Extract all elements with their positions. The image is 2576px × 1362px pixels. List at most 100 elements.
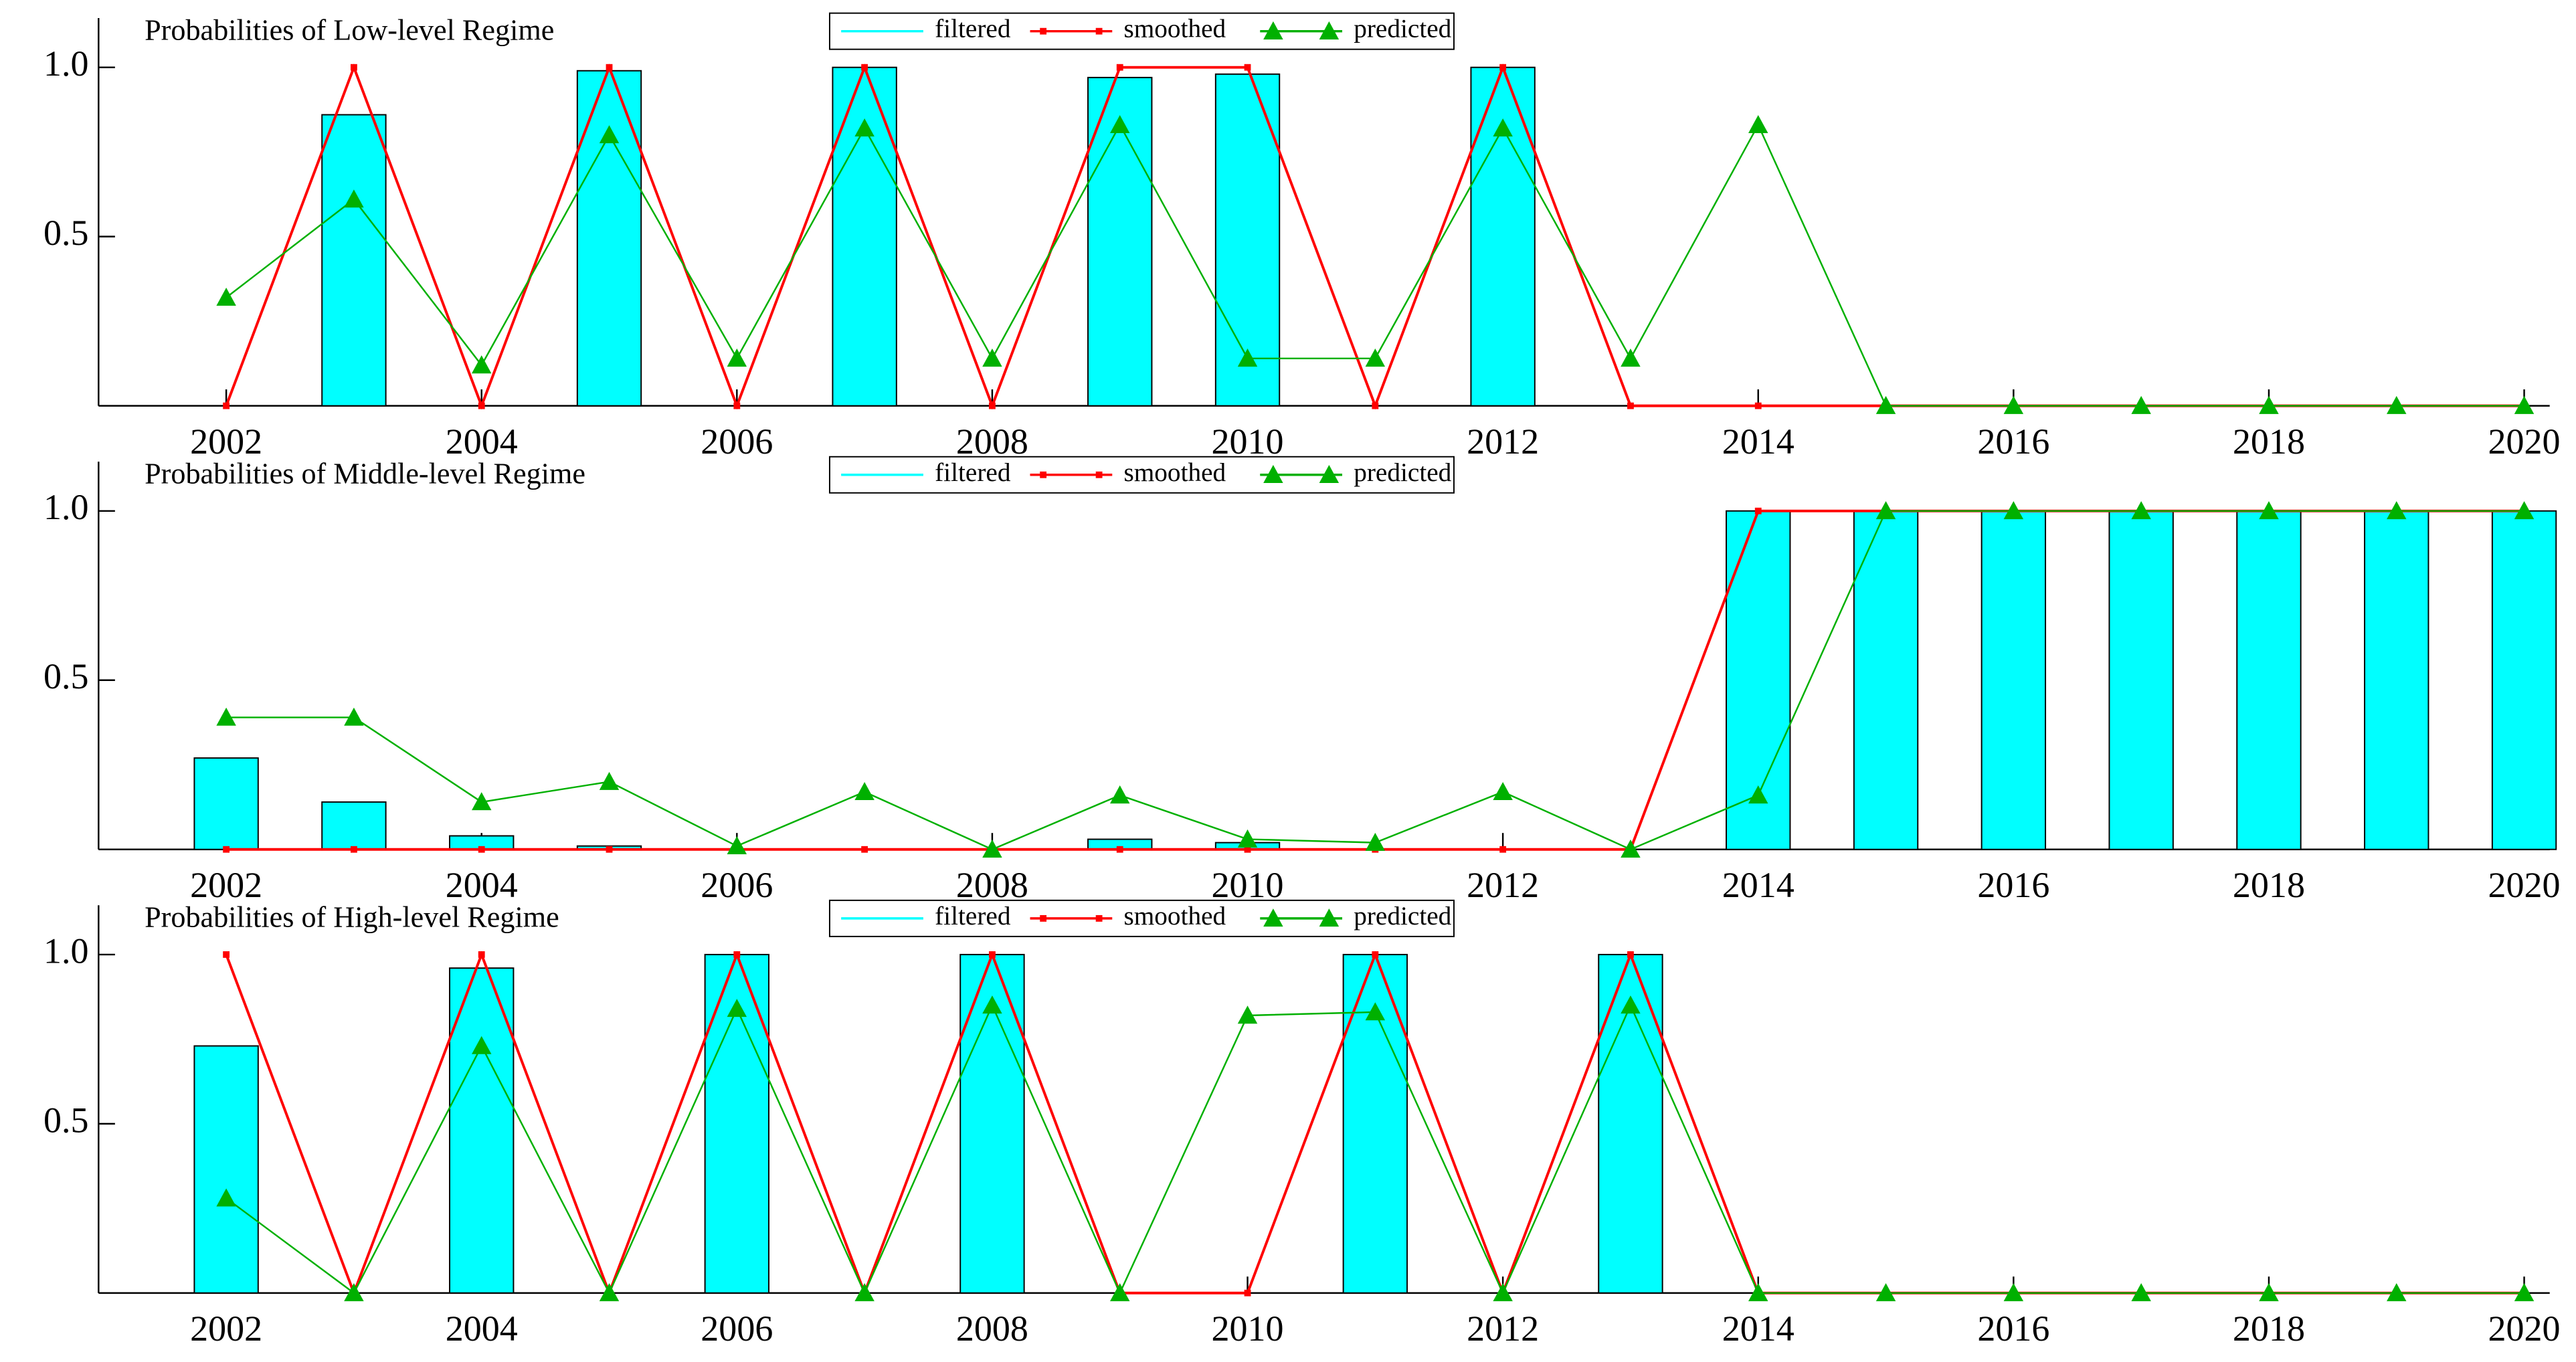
marker [1748,114,1768,133]
bar [2236,510,2302,850]
x-tick-label: 2004 [446,865,518,905]
marker [1621,840,1641,858]
x-tick-label: 2008 [956,865,1028,905]
x-tick-label: 2008 [956,1308,1028,1349]
marker [1365,832,1386,851]
x-tick-label: 2012 [1467,865,1539,905]
marker [1499,64,1507,71]
x-tick-label: 2016 [1977,865,2049,905]
marker [1365,349,1386,367]
marker [727,349,747,367]
chart-title: Probabilities of Middle-level Regime [145,457,585,490]
marker [223,846,230,853]
marker [1110,114,1130,133]
marker [1627,402,1634,409]
marker [733,402,741,409]
x-tick-label: 2018 [2233,1308,2305,1349]
marker [216,287,236,306]
bar [193,1045,259,1294]
x-tick-label: 2006 [701,865,773,905]
marker [216,1188,236,1207]
marker [216,707,236,726]
marker [1244,64,1251,71]
marker [1499,846,1507,853]
marker [223,402,230,409]
x-tick-label: 2008 [956,421,1028,462]
marker [344,1283,364,1302]
marker [478,402,485,409]
marker [223,951,230,958]
x-tick-label: 2018 [2233,865,2305,905]
marker [1493,781,1513,801]
x-tick-label: 2002 [190,421,262,462]
x-tick-label: 2010 [1212,1308,1284,1349]
chart-title: Probabilities of Low-level Regime [145,13,554,46]
y-tick-label: 1.0 [43,43,89,84]
x-tick-label: 2020 [2488,421,2561,462]
bar [2364,510,2429,850]
line [226,510,2524,851]
legend-label: predicted [1354,902,1451,931]
x-tick-label: 2020 [2488,865,2561,905]
marker [1754,402,1762,409]
x-tick-label: 2018 [2233,421,2305,462]
marker [2259,1283,2279,1302]
marker [351,64,357,71]
bar [1853,510,1919,850]
marker [733,951,741,958]
marker [1110,785,1130,804]
marker [2003,395,2024,414]
legend-marker [1319,465,1340,484]
marker [854,118,875,137]
legend-marker [1040,27,1047,35]
legend-box [828,12,1455,50]
marker [1627,951,1634,958]
x-tick-label: 2004 [446,421,518,462]
legend-marker [1095,27,1103,35]
x-tick-label: 2012 [1467,421,1539,462]
bar [576,70,642,407]
x-tick-label: 2002 [190,865,262,905]
legend-marker [1319,21,1340,39]
x-tick-label: 2016 [1977,421,2049,462]
y-tick-label: 0.5 [43,1100,89,1140]
marker [2131,1283,2151,1302]
bar [2108,510,2174,850]
marker [1748,785,1768,804]
marker [2387,501,2407,520]
line [226,509,2524,851]
marker [1754,507,1762,514]
y-tick-label: 0.5 [43,656,89,696]
marker [606,64,613,71]
marker [2514,395,2535,414]
x-tick-label: 2006 [701,421,773,462]
marker [1244,1289,1251,1296]
marker [861,846,868,853]
marker [1365,1002,1386,1021]
marker [1237,1005,1258,1024]
marker [1748,1283,1768,1302]
legend-label: filtered [935,902,1011,931]
legend-marker [1040,471,1047,478]
marker [2387,1283,2407,1302]
x-tick-label: 2014 [1722,421,1795,462]
legend-marker [1095,471,1103,478]
marker [344,707,364,726]
marker [727,836,747,854]
legend-box [828,456,1455,494]
marker [478,846,485,853]
marker [1493,1283,1513,1302]
marker [989,402,996,409]
marker [1372,951,1379,958]
marker [1875,395,1896,414]
bar [1470,66,1536,407]
marker [727,999,747,1017]
legend-label: filtered [935,15,1011,43]
marker [2003,1283,2024,1302]
marker [854,1283,875,1302]
marker [599,125,620,144]
marker [2387,395,2407,414]
legend-marker [1095,914,1103,922]
marker [1116,846,1123,853]
